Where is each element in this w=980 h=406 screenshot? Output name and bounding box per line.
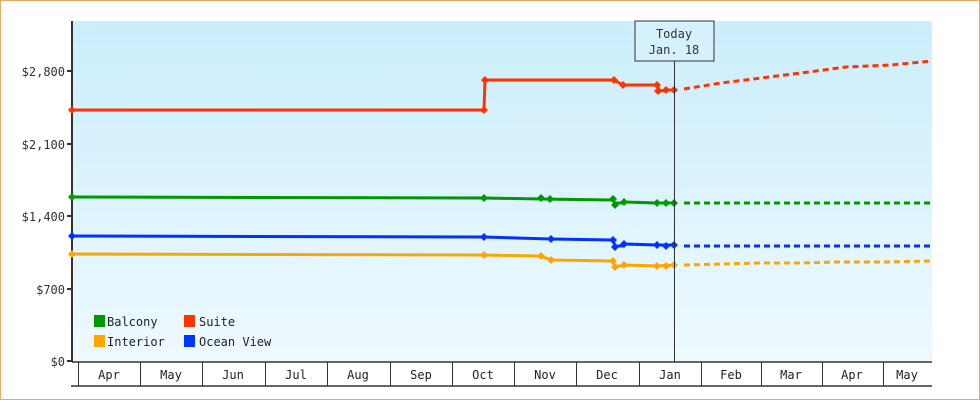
legend-item-suite[interactable]: Suite — [184, 315, 235, 329]
legend-swatch-icon — [184, 335, 195, 347]
legend-label: Balcony — [107, 315, 158, 329]
x-tick-label: Nov — [534, 368, 556, 382]
legend-label: Suite — [199, 315, 235, 329]
today-date: Jan. 18 — [649, 43, 700, 57]
x-tick-label: Oct — [472, 368, 494, 382]
legend-item-interior[interactable]: Interior — [94, 335, 165, 349]
plot-area — [72, 21, 932, 361]
x-tick-label: Feb — [720, 368, 742, 382]
x-tick-label: Jan — [659, 368, 681, 382]
y-tick-2800: $2,800 — [22, 65, 72, 79]
y-tick-label: $2,800 — [22, 65, 65, 79]
series-suite — [68, 59, 933, 114]
legend-swatch-icon — [94, 335, 105, 347]
legend-label: Ocean View — [199, 335, 272, 349]
legend-swatch-icon — [94, 315, 105, 327]
x-axis: Apr May Jun Jul Aug Sep Oct Nov Dec Jan … — [71, 361, 932, 387]
suite-markers — [68, 76, 678, 114]
y-tick-1400: $1,400 — [22, 210, 72, 224]
y-tick-700: $700 — [36, 283, 72, 297]
series-interior — [68, 250, 933, 271]
x-tick-label: Apr — [841, 368, 863, 382]
legend-item-ocean-view[interactable]: Ocean View — [184, 335, 272, 349]
y-tick-label: $1,400 — [22, 210, 65, 224]
x-tick-label: Aug — [347, 368, 369, 382]
x-tick-label: Jul — [285, 368, 307, 382]
legend: Balcony Suite Interior Ocean View — [94, 315, 272, 349]
y-axis-ticks: $0 $700 $1,400 $2,100 $2,800 — [22, 65, 72, 369]
x-tick-label: Apr — [98, 368, 120, 382]
legend-label: Interior — [107, 335, 165, 349]
legend-swatch-icon — [184, 315, 195, 327]
y-tick-label: $2,100 — [22, 138, 65, 152]
y-tick-label: $0 — [51, 355, 65, 369]
today-marker: Today Jan. 18 — [634, 20, 715, 362]
y-tick-0: $0 — [51, 355, 72, 369]
x-tick-label: May — [896, 368, 918, 382]
y-tick-label: $700 — [36, 283, 65, 297]
balcony-markers — [68, 193, 678, 209]
x-tick-label: Dec — [596, 368, 618, 382]
legend-item-balcony[interactable]: Balcony — [94, 315, 158, 329]
x-tick-label: Sep — [410, 368, 432, 382]
y-tick-2100: $2,100 — [22, 138, 72, 152]
today-label: Today — [656, 27, 692, 41]
series-balcony — [68, 193, 932, 209]
x-tick-label: Mar — [780, 368, 802, 382]
x-tick-label: May — [160, 368, 182, 382]
x-tick-label: Jun — [222, 368, 244, 382]
